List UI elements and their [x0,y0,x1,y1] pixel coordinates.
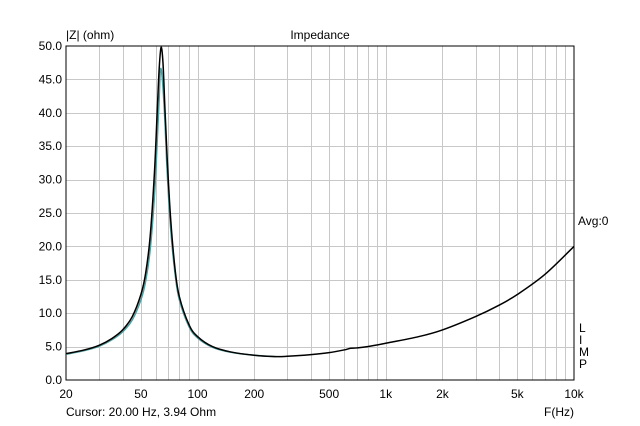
x-tick-label: 500 [319,387,339,401]
series-line [65,67,276,358]
y-tick-label: 35.0 [39,139,63,153]
x-axis-label: F(Hz) [544,405,574,419]
series-layer [65,46,575,358]
limp-letter: I [579,333,582,347]
y-tick-labels: 0.0 5.0 10.0 15.0 20.0 25.0 30.0 35.0 40.0 45.0 50… [39,39,63,387]
y-tick-label: 45.0 [39,72,63,86]
y-tick-label: 25.0 [39,206,63,220]
y-tick-label: 5.0 [45,340,62,354]
series-line [65,46,575,358]
limp-letter: L [579,321,586,335]
y-tick-label: 20.0 [39,239,63,253]
y-tick-label: 50.0 [39,39,63,53]
y-tick-label: 15.0 [39,273,63,287]
x-tick-label: 5k [511,387,525,401]
x-tick-label: 20 [59,387,73,401]
limp-letter: P [579,357,587,371]
y-tick-label: 40.0 [39,106,63,120]
x-tick-labels: 20 50 100 200 500 1k 2k 5k 10k [59,387,584,401]
chart-title: Impedance [290,28,350,42]
x-tick-label: 1k [379,387,393,401]
plot-frame [65,45,575,381]
y-tick-label: 10.0 [39,306,63,320]
x-tick-label: 2k [436,387,450,401]
grid [66,46,574,380]
y-tick-label: 30.0 [39,173,63,187]
x-tick-label: 100 [188,387,208,401]
avg-label: Avg:0 [578,214,609,228]
cursor-readout: Cursor: 20.00 Hz, 3.94 Ohm [66,405,216,419]
x-tick-label: 50 [134,387,148,401]
limp-letter: M [579,345,589,359]
x-tick-label: 200 [244,387,264,401]
x-tick-label: 10k [564,387,584,401]
y-tick-label: 0.0 [45,373,62,387]
y-axis-label: |Z| (ohm) [66,28,114,42]
